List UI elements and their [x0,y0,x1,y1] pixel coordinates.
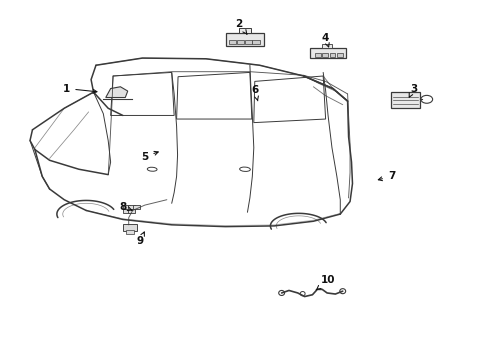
Ellipse shape [300,292,305,296]
Bar [128,209,135,213]
Bar [322,53,328,57]
Text: 3: 3 [409,84,417,97]
Ellipse shape [340,289,345,294]
Bar [237,40,244,44]
Bar [330,53,335,57]
Text: 10: 10 [316,275,335,290]
Ellipse shape [240,167,250,171]
Bar [126,230,134,234]
Text: 7: 7 [378,171,395,181]
Bar [123,209,130,213]
Ellipse shape [421,95,433,103]
Polygon shape [106,87,128,98]
Bar [128,205,135,210]
Bar [229,40,236,44]
Bar [322,44,332,48]
Text: 6: 6 [251,85,258,101]
Bar [311,48,345,58]
Bar [252,40,260,44]
Bar [123,205,130,210]
Bar [239,28,251,33]
Ellipse shape [279,291,285,296]
Ellipse shape [147,167,157,171]
Text: 8: 8 [119,202,132,212]
Text: 2: 2 [236,19,247,34]
Bar [123,225,137,231]
Text: 9: 9 [136,232,145,246]
Text: 4: 4 [322,33,329,47]
Bar [315,53,321,57]
Bar [337,53,343,57]
Bar [226,33,264,45]
Bar [391,93,420,108]
Text: 1: 1 [63,84,97,94]
Bar [133,205,140,210]
Bar [245,40,252,44]
Text: 5: 5 [141,152,158,162]
